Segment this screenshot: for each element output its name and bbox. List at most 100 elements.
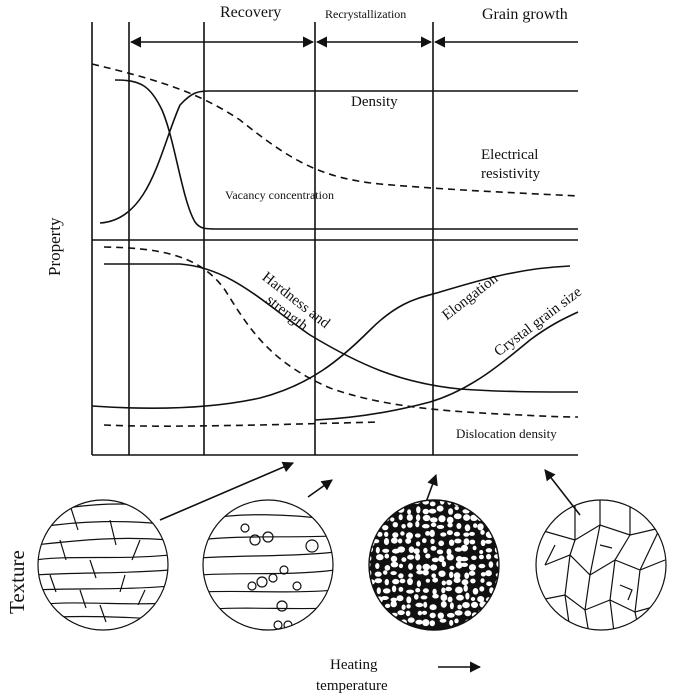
grain <box>430 546 437 551</box>
grain <box>398 514 403 521</box>
grain <box>420 595 428 600</box>
grain <box>488 561 494 568</box>
grain <box>454 610 463 616</box>
grain <box>406 596 412 604</box>
grain <box>461 544 468 552</box>
grain <box>384 565 391 571</box>
grain <box>439 500 445 505</box>
grain <box>477 523 484 531</box>
grain <box>422 588 429 593</box>
grain <box>454 506 459 511</box>
grain <box>488 500 495 505</box>
pointer-arrow-1 <box>159 461 295 521</box>
grain <box>415 619 424 625</box>
grain <box>373 507 381 515</box>
grain <box>469 539 476 545</box>
grain <box>397 538 403 544</box>
resistivity-label-line2: resistivity <box>481 166 541 182</box>
grain <box>391 500 398 503</box>
grain <box>446 548 452 555</box>
grain <box>374 610 382 615</box>
grain <box>470 578 476 584</box>
grain <box>422 563 431 571</box>
grain <box>495 601 499 608</box>
grain <box>375 546 380 554</box>
grain <box>429 501 436 507</box>
grain <box>457 604 462 610</box>
grain <box>369 595 373 603</box>
electrical-resistivity-curve <box>91 63 579 197</box>
grain <box>392 522 398 528</box>
grain <box>432 588 437 595</box>
grain <box>423 601 428 608</box>
grain <box>405 538 412 544</box>
grain <box>375 500 380 506</box>
grain <box>428 508 437 514</box>
grain <box>464 524 471 532</box>
grain <box>398 586 404 592</box>
grain <box>468 564 477 571</box>
grain <box>463 584 468 592</box>
grain <box>397 546 406 553</box>
grain <box>432 577 439 583</box>
grain <box>407 617 415 623</box>
grain <box>372 539 380 544</box>
grain <box>398 563 404 569</box>
grain <box>422 514 431 522</box>
grain <box>449 565 455 571</box>
vacancy-concentration-curve <box>114 79 578 230</box>
grain <box>406 514 413 521</box>
texture-recovery <box>202 499 334 631</box>
grain <box>422 524 430 529</box>
grain <box>369 561 371 568</box>
grain <box>472 588 479 595</box>
y-axis-label: Property <box>45 217 64 276</box>
grain <box>416 580 421 587</box>
grain <box>415 520 420 528</box>
grain <box>390 555 398 563</box>
grain <box>397 610 405 616</box>
grain <box>400 531 405 536</box>
grain <box>384 531 389 537</box>
grain <box>430 538 435 544</box>
grain <box>480 572 486 577</box>
grain <box>470 514 478 521</box>
grain <box>464 610 472 617</box>
grain <box>496 620 499 626</box>
grain <box>494 500 499 507</box>
grain <box>369 604 372 610</box>
grain <box>406 604 411 609</box>
grain <box>384 553 390 559</box>
grain <box>415 514 421 522</box>
grain <box>425 578 431 583</box>
grain <box>462 500 470 505</box>
texture-recrystallized <box>368 499 500 631</box>
grain <box>390 600 397 608</box>
grain <box>455 561 463 569</box>
grain <box>407 522 413 528</box>
grain <box>449 571 454 578</box>
grain <box>495 506 499 511</box>
grain <box>464 572 470 579</box>
grain <box>392 532 399 538</box>
grain <box>489 610 494 615</box>
grain <box>462 602 470 609</box>
grain <box>446 612 455 618</box>
grain <box>422 569 429 576</box>
grain <box>449 619 454 626</box>
density-curve <box>99 90 578 224</box>
grain <box>429 620 435 627</box>
grain <box>384 578 389 586</box>
grain <box>376 554 384 561</box>
grain <box>446 516 454 524</box>
grain <box>485 570 492 577</box>
grain <box>374 571 382 577</box>
grain <box>440 601 447 608</box>
grain <box>407 509 412 515</box>
grain <box>445 586 452 592</box>
grain <box>477 596 485 603</box>
stage-recrystallization-label: Recrystallization <box>325 7 407 21</box>
grain <box>369 555 372 562</box>
grain <box>408 563 413 570</box>
grain <box>414 533 421 538</box>
